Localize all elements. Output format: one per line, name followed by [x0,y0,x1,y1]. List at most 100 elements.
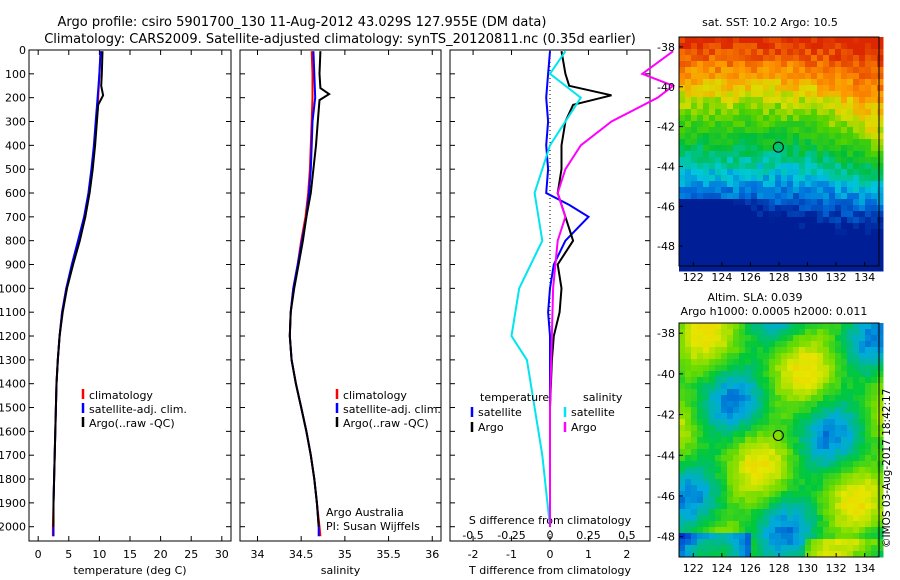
heatmap-cell [691,539,698,546]
heatmap-cell [721,43,728,50]
heatmap-cell [847,359,854,366]
lat-tick-label: -38 [657,327,675,340]
heatmap-cell [763,341,770,348]
depth-tick-label: 1500 [0,402,26,415]
heatmap-cell [817,199,824,206]
heatmap-cell [787,443,794,450]
heatmap-cell [811,461,818,468]
heatmap-cell [769,413,776,420]
heatmap-cell [853,449,860,456]
heatmap-cell [823,455,830,462]
heatmap-cell [721,395,728,402]
heatmap-cell [817,491,824,498]
heatmap-cell [847,97,854,104]
heatmap-cell [703,97,710,104]
heatmap-cell [859,169,866,176]
heatmap-cell [715,187,722,194]
heatmap-cell [703,85,710,92]
heatmap-cell [763,253,770,260]
heatmap-cell [733,211,740,218]
heatmap-cell [865,437,872,444]
heatmap-cell [811,533,818,540]
heatmap-cell [775,527,782,534]
heatmap-cell [685,163,692,170]
heatmap-cell [865,97,872,104]
heatmap-cell [841,509,848,516]
heatmap-cell [763,193,770,200]
heatmap-cell [841,91,848,98]
heatmap-cell [847,443,854,450]
heatmap-cell [799,377,806,384]
heatmap-cell [817,223,824,230]
heatmap-cell [805,157,812,164]
heatmap-cell [859,353,866,360]
heatmap-cell [775,407,782,414]
heatmap-cell [793,497,800,504]
heatmap-cell [871,97,878,104]
heatmap-cell [853,527,860,534]
heatmap-cell [817,181,824,188]
heatmap-cell [799,497,806,504]
heatmap-cell [805,467,812,474]
heatmap-cell [679,157,686,164]
heatmap-cell [685,109,692,116]
heatmap-cell [709,229,716,236]
heatmap-cell [877,217,884,224]
heatmap-cell [775,365,782,372]
heatmap-cell [739,211,746,218]
heatmap-cell [697,37,704,44]
heatmap-cell [757,163,764,170]
heatmap-cell [817,455,824,462]
heatmap-cell [769,353,776,360]
heatmap-cell [829,431,836,438]
heatmap-cell [757,265,764,272]
heatmap-cell [817,377,824,384]
heatmap-cell [805,115,812,122]
heatmap-cell [739,377,746,384]
heatmap-cell [799,485,806,492]
x-tick-label: 0 [35,548,42,561]
heatmap-cell [721,115,728,122]
legend-entry: satellite [478,406,522,419]
heatmap-cell [787,371,794,378]
heatmap-cell [811,205,818,212]
heatmap-cell [757,503,764,510]
heatmap-cell [727,241,734,248]
heatmap-cell [787,503,794,510]
heatmap-cell [733,473,740,480]
depth-tick-label: 900 [5,259,26,272]
heatmap-cell [721,467,728,474]
heatmap-cell [787,211,794,218]
heatmap-cell [697,413,704,420]
heatmap-cell [733,359,740,366]
heatmap-cell [685,187,692,194]
heatmap-cell [877,211,884,218]
heatmap-cell [781,389,788,396]
heatmap-cell [793,97,800,104]
heatmap-cell [721,121,728,128]
heatmap-cell [709,365,716,372]
heatmap-cell [847,521,854,528]
heatmap-cell [733,37,740,44]
heatmap-cell [823,211,830,218]
heatmap-cell [733,389,740,396]
heatmap-cell [775,389,782,396]
heatmap-cell [787,413,794,420]
heatmap-cell [865,187,872,194]
heatmap-cell [835,181,842,188]
heatmap-cell [799,127,806,134]
heatmap-cell [835,365,842,372]
heatmap-cell [757,115,764,122]
heatmap-cell [703,539,710,546]
heatmap-cell [853,419,860,426]
heatmap-cell [841,229,848,236]
heatmap-cell [745,383,752,390]
heatmap-cell [811,37,818,44]
heatmap-cell [739,539,746,546]
heatmap-cell [799,133,806,140]
heatmap-cell [727,443,734,450]
heatmap-cell [865,121,872,128]
heatmap-cell [685,413,692,420]
heatmap-cell [721,247,728,254]
heatmap-cell [847,247,854,254]
